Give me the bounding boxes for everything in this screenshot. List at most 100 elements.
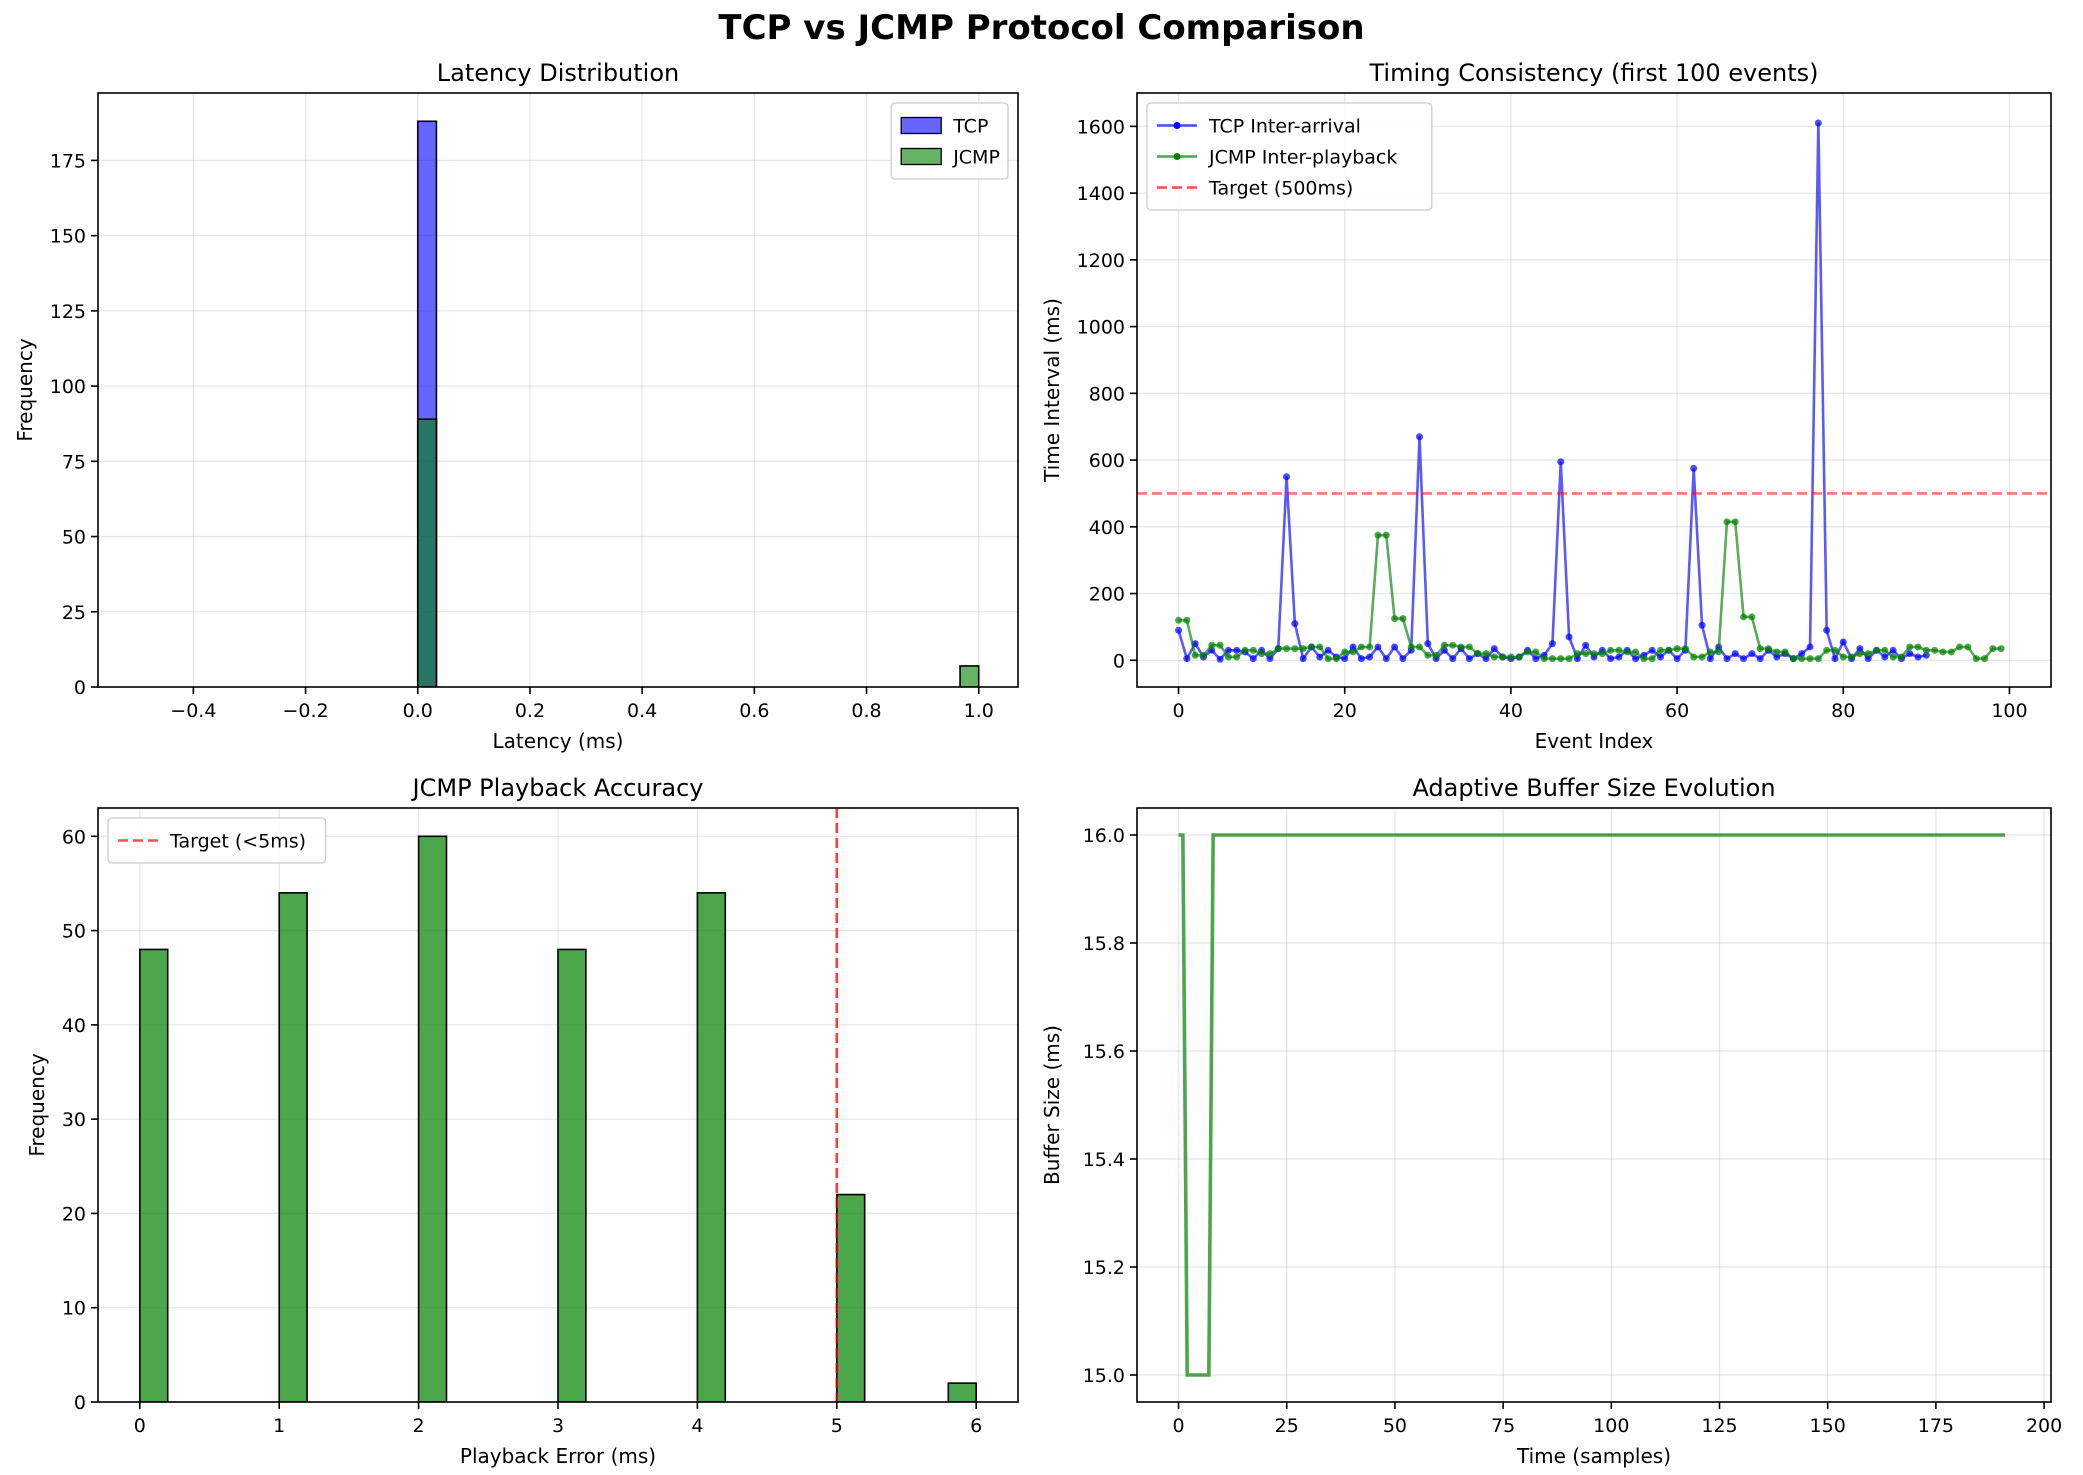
histogram-bar (557, 948, 587, 1402)
x-tick-label: 60 (1665, 700, 1689, 722)
subplot-buffer: 0 25 50 75 100 125 150 175 200 15.0 15.2 15.4 15.6 15… (1040, 774, 2062, 1468)
series-marker (1349, 648, 1357, 656)
y-tick-label: 15.8 (1083, 933, 1125, 955)
y-tick-label: 200 (1089, 584, 1125, 606)
series-marker (1283, 645, 1291, 653)
series-marker (1656, 653, 1664, 661)
series-marker (1648, 655, 1656, 663)
x-tick-label: 75 (1491, 1415, 1515, 1437)
legend-label: TCP Inter-arrival (1208, 116, 1361, 138)
series-marker (1823, 646, 1831, 654)
x-tick-label: 50 (1383, 1415, 1407, 1437)
histogram-bar (959, 665, 980, 687)
series-marker (1416, 643, 1424, 651)
legend-marker (1173, 153, 1181, 160)
series-marker (1407, 643, 1415, 651)
legend: Target (<5ms) (107, 817, 327, 864)
series-marker (1432, 651, 1440, 659)
series-marker (1274, 645, 1282, 653)
y-tick-label: 0 (74, 677, 86, 699)
series-marker (1656, 646, 1664, 654)
y-tick-label: 100 (50, 376, 86, 398)
x-tick-label: 1.0 (964, 700, 994, 722)
x-tick-label: 0.0 (403, 700, 433, 722)
series-marker (1233, 646, 1241, 654)
series-marker (1490, 653, 1498, 661)
series-marker (1557, 458, 1565, 466)
series-marker (1723, 518, 1731, 526)
x-tick-label: 175 (1918, 1415, 1954, 1437)
y-tick-label: 25 (62, 602, 86, 624)
y-tick-label: 10 (62, 1298, 86, 1320)
series-marker (1548, 655, 1556, 663)
series-marker (1681, 645, 1689, 653)
series-marker (1440, 641, 1448, 649)
x-tick-label: 0 (134, 1415, 146, 1437)
series-marker (1175, 626, 1183, 634)
series-marker (1723, 655, 1731, 663)
y-tick-label: 125 (50, 301, 86, 323)
series-marker (1565, 633, 1573, 641)
series-marker (1266, 650, 1274, 658)
axes-frame (97, 92, 1019, 688)
series-marker (1897, 653, 1905, 661)
series-marker (1632, 648, 1640, 656)
series-marker (1922, 651, 1930, 659)
series-marker (1698, 621, 1706, 629)
series-marker (1914, 653, 1922, 661)
legend-label: JCMP (952, 147, 1000, 169)
x-tick-label: 1 (273, 1415, 285, 1437)
y-axis-label: Frequency (25, 1053, 49, 1156)
series-marker (1598, 650, 1606, 658)
x-tick-label: −0.2 (282, 700, 328, 722)
series-marker (1299, 655, 1307, 663)
series-marker (1947, 648, 1955, 656)
series-marker (1906, 650, 1914, 658)
series-marker (1839, 653, 1847, 661)
series-marker (1374, 531, 1382, 539)
series-marker (1266, 655, 1274, 663)
series-marker (1706, 655, 1714, 663)
series-marker (1673, 655, 1681, 663)
legend-frame (1146, 102, 1433, 211)
x-axis-label: Time (samples) (1516, 1444, 1671, 1468)
series-marker (1922, 646, 1930, 654)
x-axis-label: Playback Error (ms) (460, 1444, 656, 1468)
series-marker (1366, 653, 1374, 661)
series-line (1178, 520, 2002, 660)
plot-area (1137, 119, 2051, 663)
y-tick-label: 150 (50, 226, 86, 248)
y-tick-label: 800 (1089, 383, 1125, 405)
legend-marker (1173, 122, 1181, 129)
series-marker (1241, 646, 1249, 654)
series-marker (1183, 616, 1191, 624)
series-marker (1515, 653, 1523, 661)
histogram-bar (278, 892, 308, 1402)
series-marker (1748, 613, 1756, 621)
series-marker (1465, 643, 1473, 651)
series-marker (1216, 655, 1224, 663)
series-marker (1607, 646, 1615, 654)
x-tick-label: 0.2 (515, 700, 545, 722)
series-marker (1357, 655, 1365, 663)
series-marker (1623, 648, 1631, 656)
y-tick-label: 600 (1089, 450, 1125, 472)
series-marker (1307, 643, 1315, 651)
series-marker (1889, 646, 1897, 654)
series-marker (1972, 655, 1980, 663)
series-marker (1839, 638, 1847, 646)
series-marker (1382, 531, 1390, 539)
y-tick-label: 15.4 (1083, 1149, 1125, 1171)
series-marker (1814, 655, 1822, 663)
series-marker (1989, 645, 1997, 653)
legend-swatch (900, 116, 942, 135)
x-tick-label: 100 (1593, 1415, 1629, 1437)
x-tick-label: 125 (1701, 1415, 1737, 1437)
series-marker (1798, 650, 1806, 658)
x-tick-label: −0.4 (170, 700, 216, 722)
series-marker (1366, 643, 1374, 651)
y-tick-label: 15.6 (1083, 1041, 1125, 1063)
series-marker (1864, 650, 1872, 658)
series-marker (1357, 643, 1365, 651)
